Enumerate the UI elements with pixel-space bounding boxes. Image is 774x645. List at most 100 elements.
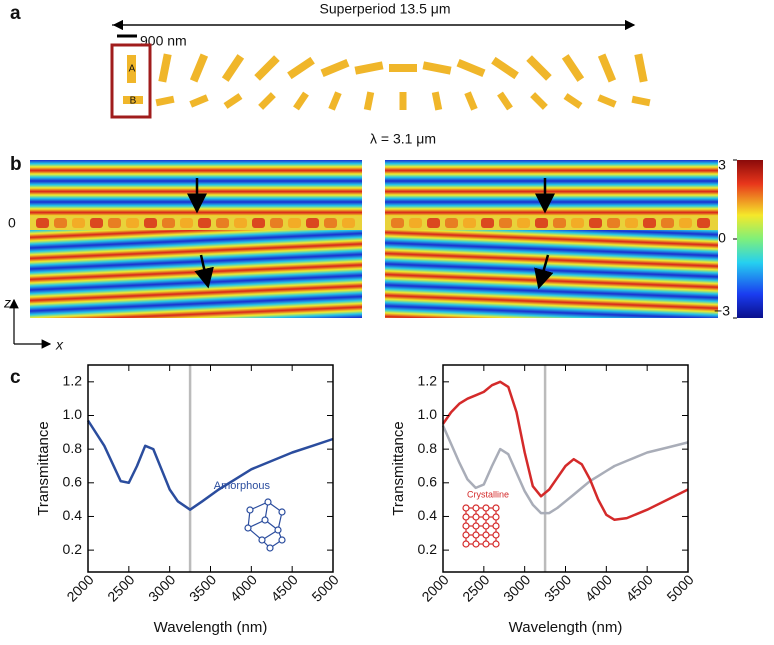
lattice-atom (482, 522, 490, 530)
resonator (697, 218, 710, 228)
x-tick-label: 3500 (186, 571, 219, 604)
axis-x: x (55, 337, 64, 353)
x-tick-label: 2000 (63, 571, 96, 604)
resonator (54, 218, 67, 228)
lattice-atom (462, 531, 470, 539)
resonator (198, 218, 211, 228)
lattice-atom (492, 504, 500, 512)
y-tick-label: 0.4 (63, 507, 83, 523)
bar (497, 91, 513, 111)
x-tick-label: 3500 (541, 571, 574, 604)
bar (254, 55, 280, 81)
resonator (499, 218, 512, 228)
y-tick-label: 0.4 (418, 507, 438, 523)
bar (526, 55, 552, 81)
resonator (661, 218, 674, 228)
lattice-atom (462, 513, 470, 521)
resonator (234, 218, 247, 228)
lattice-atom (492, 531, 500, 539)
bar (320, 58, 350, 78)
x-tick-label: 4500 (268, 571, 301, 604)
bar (561, 54, 585, 82)
series-label: Amorphous (214, 480, 271, 492)
resonator (535, 218, 548, 228)
lattice-atom (482, 540, 490, 548)
wavelength-text: λ = 3.1 μm (370, 131, 436, 147)
resonator (108, 218, 121, 228)
bar (189, 53, 209, 83)
bar (155, 95, 175, 107)
y-tick-label: 0.6 (63, 474, 83, 490)
x-tick-label: 2500 (459, 571, 492, 604)
resonator (252, 218, 265, 228)
bar (422, 61, 452, 75)
resonator (679, 218, 692, 228)
x-tick-label: 3000 (500, 571, 533, 604)
lattice-atom (492, 540, 500, 548)
bar-b (123, 96, 143, 104)
amorphous-icon (244, 498, 286, 552)
resonator (481, 218, 494, 228)
y-axis-label: Transmittance (390, 421, 407, 515)
x-tick-label: 2000 (418, 571, 451, 604)
x-axis-label: Wavelength (nm) (509, 619, 623, 636)
axis-z: z (3, 295, 11, 311)
resonator-row (36, 218, 710, 228)
resonator (391, 218, 404, 228)
resonator (625, 218, 638, 228)
unit-cell-box (110, 43, 152, 119)
resonator (72, 218, 85, 228)
lattice-atom (472, 513, 480, 521)
bar (464, 91, 478, 111)
zero-label: 0 (8, 215, 16, 231)
resonator (463, 218, 476, 228)
panel-label: c (10, 367, 21, 388)
y-tick-label: 1.2 (63, 373, 83, 389)
bar (221, 54, 245, 82)
colorbar-tick-label: 3 (718, 157, 726, 173)
y-tick-label: 1.0 (418, 406, 438, 422)
series-label: Crystalline (467, 489, 509, 499)
resonator (553, 218, 566, 228)
x-tick-label: 5000 (308, 571, 341, 604)
lattice-atom (482, 504, 490, 512)
lattice-atom (482, 531, 490, 539)
lattice-atom (492, 522, 500, 530)
lattice-atom (462, 540, 470, 548)
bar (597, 53, 617, 83)
bar (563, 93, 583, 109)
resonator (445, 218, 458, 228)
bar (431, 91, 443, 111)
colorbar (737, 160, 763, 318)
bar-b-label: B (130, 96, 137, 107)
colorbar-tick-label: 0 (718, 230, 726, 246)
resonator (409, 218, 422, 228)
superperiod-text: Superperiod 13.5 μm (319, 1, 450, 17)
data-line (441, 425, 689, 515)
lattice-atom (492, 513, 500, 521)
lattice-atom (472, 522, 480, 530)
bar (530, 92, 548, 110)
bar (223, 93, 243, 109)
bar (456, 58, 486, 78)
y-tick-label: 0.2 (418, 541, 438, 557)
bar-a-label: A (129, 64, 136, 75)
resonator (180, 218, 193, 228)
x-tick-label: 4000 (227, 571, 260, 604)
resonator (517, 218, 530, 228)
y-tick-label: 1.0 (63, 406, 83, 422)
bar (631, 95, 651, 107)
resonator (589, 218, 602, 228)
bar (328, 91, 342, 111)
bar (399, 92, 407, 110)
bar (158, 53, 172, 83)
bar-a (127, 55, 136, 83)
resonator (607, 218, 620, 228)
bar (293, 91, 309, 111)
resonator (643, 218, 656, 228)
bar (363, 91, 375, 111)
bar (597, 94, 617, 108)
resonator (36, 218, 49, 228)
scale-text: 900 nm (140, 33, 187, 49)
lattice-atom (472, 540, 480, 548)
